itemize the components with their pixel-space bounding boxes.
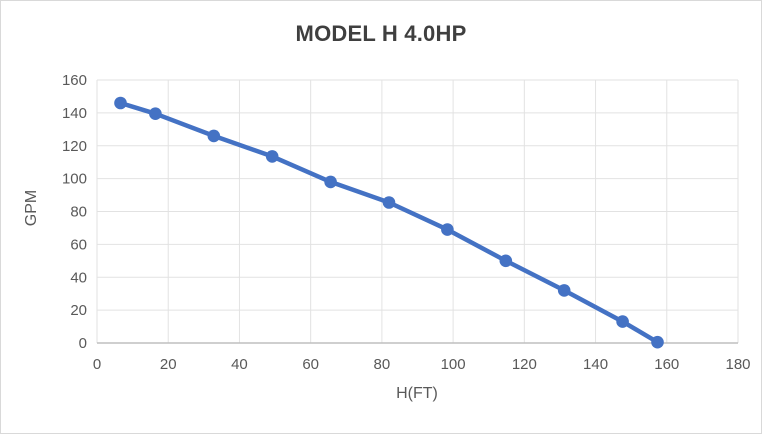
data-point-marker xyxy=(149,107,162,120)
x-tick-label: 100 xyxy=(441,356,466,373)
y-tick-label: 80 xyxy=(70,204,87,221)
y-tick-label: 160 xyxy=(62,72,87,89)
y-tick-label: 140 xyxy=(62,105,87,122)
data-point-marker xyxy=(499,254,513,268)
data-point-marker xyxy=(114,96,127,110)
data-point-marker xyxy=(651,335,664,349)
data-point-marker xyxy=(207,129,221,143)
data-point-marker xyxy=(382,196,396,209)
y-tick-label: 20 xyxy=(70,302,87,319)
x-tick-label: 160 xyxy=(654,356,679,373)
chart-title: MODEL H 4.0HP xyxy=(295,21,467,46)
data-point-marker xyxy=(265,150,279,163)
data-point-marker xyxy=(557,284,571,297)
x-tick-label: 120 xyxy=(512,356,537,373)
data-point-marker xyxy=(616,315,629,328)
y-tick-label: 120 xyxy=(62,138,87,155)
x-tick-label: 0 xyxy=(93,356,101,373)
x-axis-title: H(FT) xyxy=(396,385,438,402)
x-tick-label: 60 xyxy=(302,356,319,373)
x-tick-label: 20 xyxy=(160,356,177,373)
x-tick-label: 40 xyxy=(231,356,248,373)
y-tick-label: 100 xyxy=(62,171,87,188)
x-tick-label: 80 xyxy=(374,356,391,373)
x-tick-label: 140 xyxy=(583,356,608,373)
data-point-marker xyxy=(324,175,337,189)
series-line xyxy=(118,100,660,345)
data-point-marker xyxy=(441,223,454,236)
y-tick-label: 60 xyxy=(70,236,87,253)
y-axis-title: GPM xyxy=(23,189,40,227)
y-tick-label: 0 xyxy=(79,335,87,352)
x-tick-label: 180 xyxy=(725,356,750,373)
y-tick-label: 40 xyxy=(70,269,87,286)
